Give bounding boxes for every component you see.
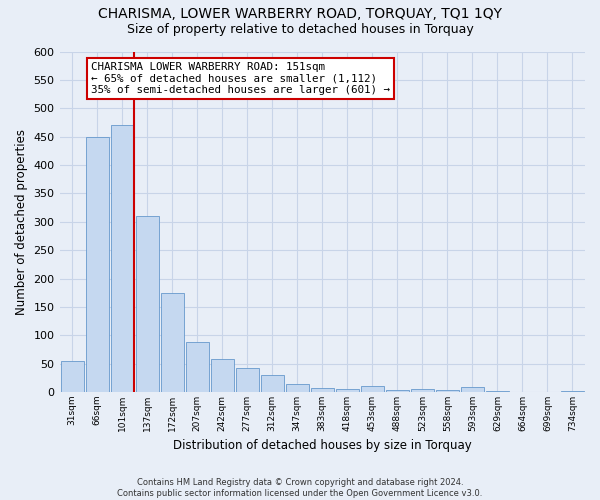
Bar: [161, 292, 184, 392]
Bar: [386, 390, 409, 392]
Bar: [561, 391, 584, 392]
Bar: [110, 126, 134, 392]
Bar: [86, 136, 109, 392]
Bar: [411, 389, 434, 392]
Bar: [336, 389, 359, 392]
Text: CHARISMA, LOWER WARBERRY ROAD, TORQUAY, TQ1 1QY: CHARISMA, LOWER WARBERRY ROAD, TORQUAY, …: [98, 8, 502, 22]
Bar: [286, 384, 309, 392]
Text: Size of property relative to detached houses in Torquay: Size of property relative to detached ho…: [127, 22, 473, 36]
Bar: [136, 216, 158, 392]
Text: CHARISMA LOWER WARBERRY ROAD: 151sqm
← 65% of detached houses are smaller (1,112: CHARISMA LOWER WARBERRY ROAD: 151sqm ← 6…: [91, 62, 390, 95]
Bar: [211, 359, 233, 392]
Bar: [311, 388, 334, 392]
Bar: [61, 361, 83, 392]
Bar: [261, 375, 284, 392]
Text: Contains HM Land Registry data © Crown copyright and database right 2024.
Contai: Contains HM Land Registry data © Crown c…: [118, 478, 482, 498]
Bar: [185, 342, 209, 392]
Bar: [436, 390, 459, 392]
Y-axis label: Number of detached properties: Number of detached properties: [15, 129, 28, 315]
X-axis label: Distribution of detached houses by size in Torquay: Distribution of detached houses by size …: [173, 440, 472, 452]
Bar: [361, 386, 384, 392]
Bar: [461, 388, 484, 392]
Bar: [236, 368, 259, 392]
